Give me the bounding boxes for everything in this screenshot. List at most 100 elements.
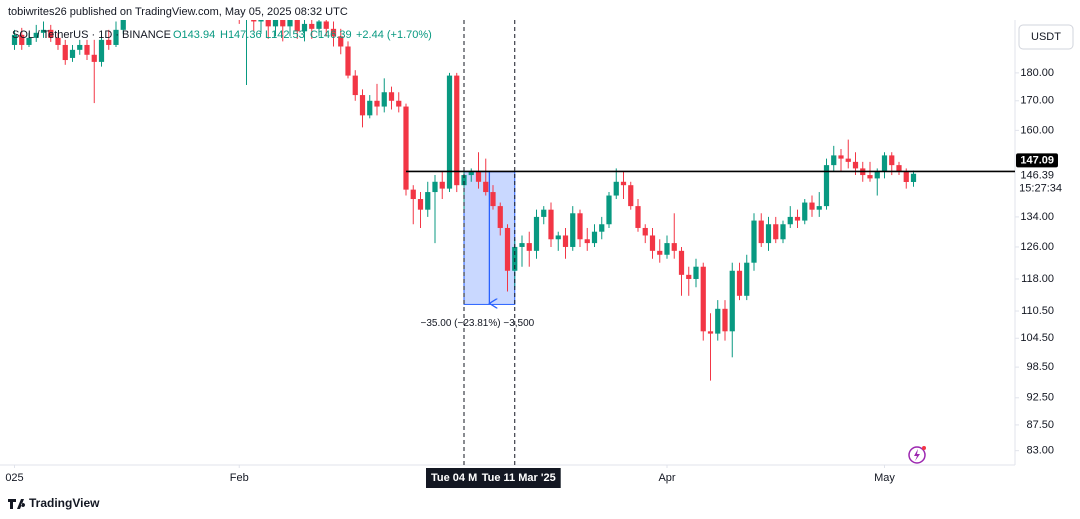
candle-body xyxy=(722,308,728,332)
y-tick-label: 126.00 xyxy=(1020,241,1054,253)
candle-body xyxy=(628,185,634,207)
candle-body xyxy=(113,29,119,45)
candle-body xyxy=(287,20,293,27)
y-tick-label: 110.50 xyxy=(1021,305,1054,317)
candle-body xyxy=(69,49,76,58)
candle-body xyxy=(272,20,279,27)
candle-body xyxy=(294,20,300,32)
x-tick-label: Apr xyxy=(658,472,675,484)
candle-body xyxy=(388,92,395,101)
candle-body xyxy=(773,224,779,240)
symbol: SOL / TetherUS · 1D · BINANCE xyxy=(12,29,171,41)
candle-body xyxy=(403,106,409,190)
candle-body xyxy=(657,250,663,255)
candle-body xyxy=(77,44,83,50)
legend: SOL / TetherUS · 1D · BINANCE O143.94 H1… xyxy=(12,29,432,41)
candle-body xyxy=(845,158,851,162)
candle-body xyxy=(620,181,627,186)
candle-body xyxy=(48,29,54,38)
candle-body xyxy=(251,20,257,22)
candle-body xyxy=(533,216,540,251)
plot-area xyxy=(11,20,917,381)
candle-body xyxy=(541,209,547,217)
candle-body xyxy=(794,216,801,221)
brand-name: TradingView xyxy=(29,496,100,510)
candle-body xyxy=(519,243,525,247)
open-value: O143.94 xyxy=(173,29,215,41)
marker-label: Tue 04 Ma xyxy=(431,472,484,484)
candle-body xyxy=(497,206,503,228)
candle-body xyxy=(780,224,786,240)
candle-body xyxy=(91,54,97,62)
candle-body xyxy=(649,235,656,251)
candle-body xyxy=(606,195,612,225)
candle-body xyxy=(751,220,757,263)
candle-body xyxy=(475,171,482,182)
marker-label: Tue 11 Mar '25 xyxy=(482,472,556,484)
candle-body xyxy=(316,21,322,29)
candle-body xyxy=(809,202,815,210)
candle-body xyxy=(838,155,844,159)
snapshot-icon[interactable] xyxy=(908,446,926,464)
candle-body xyxy=(84,44,90,55)
candle-body xyxy=(671,243,677,251)
level-label: 147.09 xyxy=(1020,154,1054,166)
candle-body xyxy=(309,23,315,29)
candle-body xyxy=(345,46,351,76)
candle-body xyxy=(584,239,590,244)
candle-body xyxy=(910,173,917,182)
y-tick-label: 98.50 xyxy=(1026,361,1054,373)
x-tick-label: May xyxy=(874,472,895,484)
measure-label: −35.00 (−23.81%) −3,500 xyxy=(421,318,535,329)
candle-body xyxy=(62,44,68,61)
candle-body xyxy=(802,202,808,221)
close-value: C146.39 xyxy=(310,29,352,41)
y-tick-label: 160.00 xyxy=(1020,124,1054,136)
candle-body xyxy=(359,95,366,116)
candle-body xyxy=(26,37,32,45)
candle-body xyxy=(439,181,445,189)
candle-body xyxy=(396,100,402,107)
candle-body xyxy=(881,155,888,172)
candle-body xyxy=(432,181,438,193)
candle-body xyxy=(410,189,416,200)
candle-body xyxy=(106,39,112,45)
candle-body xyxy=(454,75,460,186)
candle-body xyxy=(599,224,605,232)
candle-body xyxy=(831,155,837,166)
candle-body xyxy=(591,231,598,244)
candle-body xyxy=(461,175,467,186)
x-tick-label: Feb xyxy=(230,472,249,484)
candle-body xyxy=(874,171,880,179)
candle-body xyxy=(686,274,692,279)
candle-body xyxy=(98,39,105,62)
candle-body xyxy=(374,100,380,107)
candle-body xyxy=(562,235,569,247)
currency[interactable]: USDT xyxy=(1031,31,1061,43)
candle-body xyxy=(765,224,772,244)
candle-body xyxy=(635,206,641,228)
y-tick-label: 92.50 xyxy=(1026,392,1054,404)
candle-body xyxy=(367,100,373,116)
candle-body xyxy=(736,270,743,296)
candle-body xyxy=(693,266,699,279)
candle-body xyxy=(425,192,431,210)
candle-body xyxy=(664,243,670,255)
currency-box[interactable] xyxy=(1018,24,1074,50)
candle-body xyxy=(867,175,873,179)
x-tick-label: 025 xyxy=(5,472,23,484)
marker-label-box xyxy=(426,468,489,488)
marker-label-box xyxy=(476,468,561,488)
candle-body xyxy=(40,29,47,33)
candle-body xyxy=(816,206,822,210)
candle-body xyxy=(265,20,271,27)
candle-body xyxy=(258,20,264,22)
candle-body xyxy=(526,243,532,251)
countdown: 15:27:34 xyxy=(1019,183,1062,195)
candle-body xyxy=(678,250,685,275)
candle-body xyxy=(707,331,714,334)
candle-body xyxy=(577,213,583,240)
candle-body xyxy=(280,20,286,27)
